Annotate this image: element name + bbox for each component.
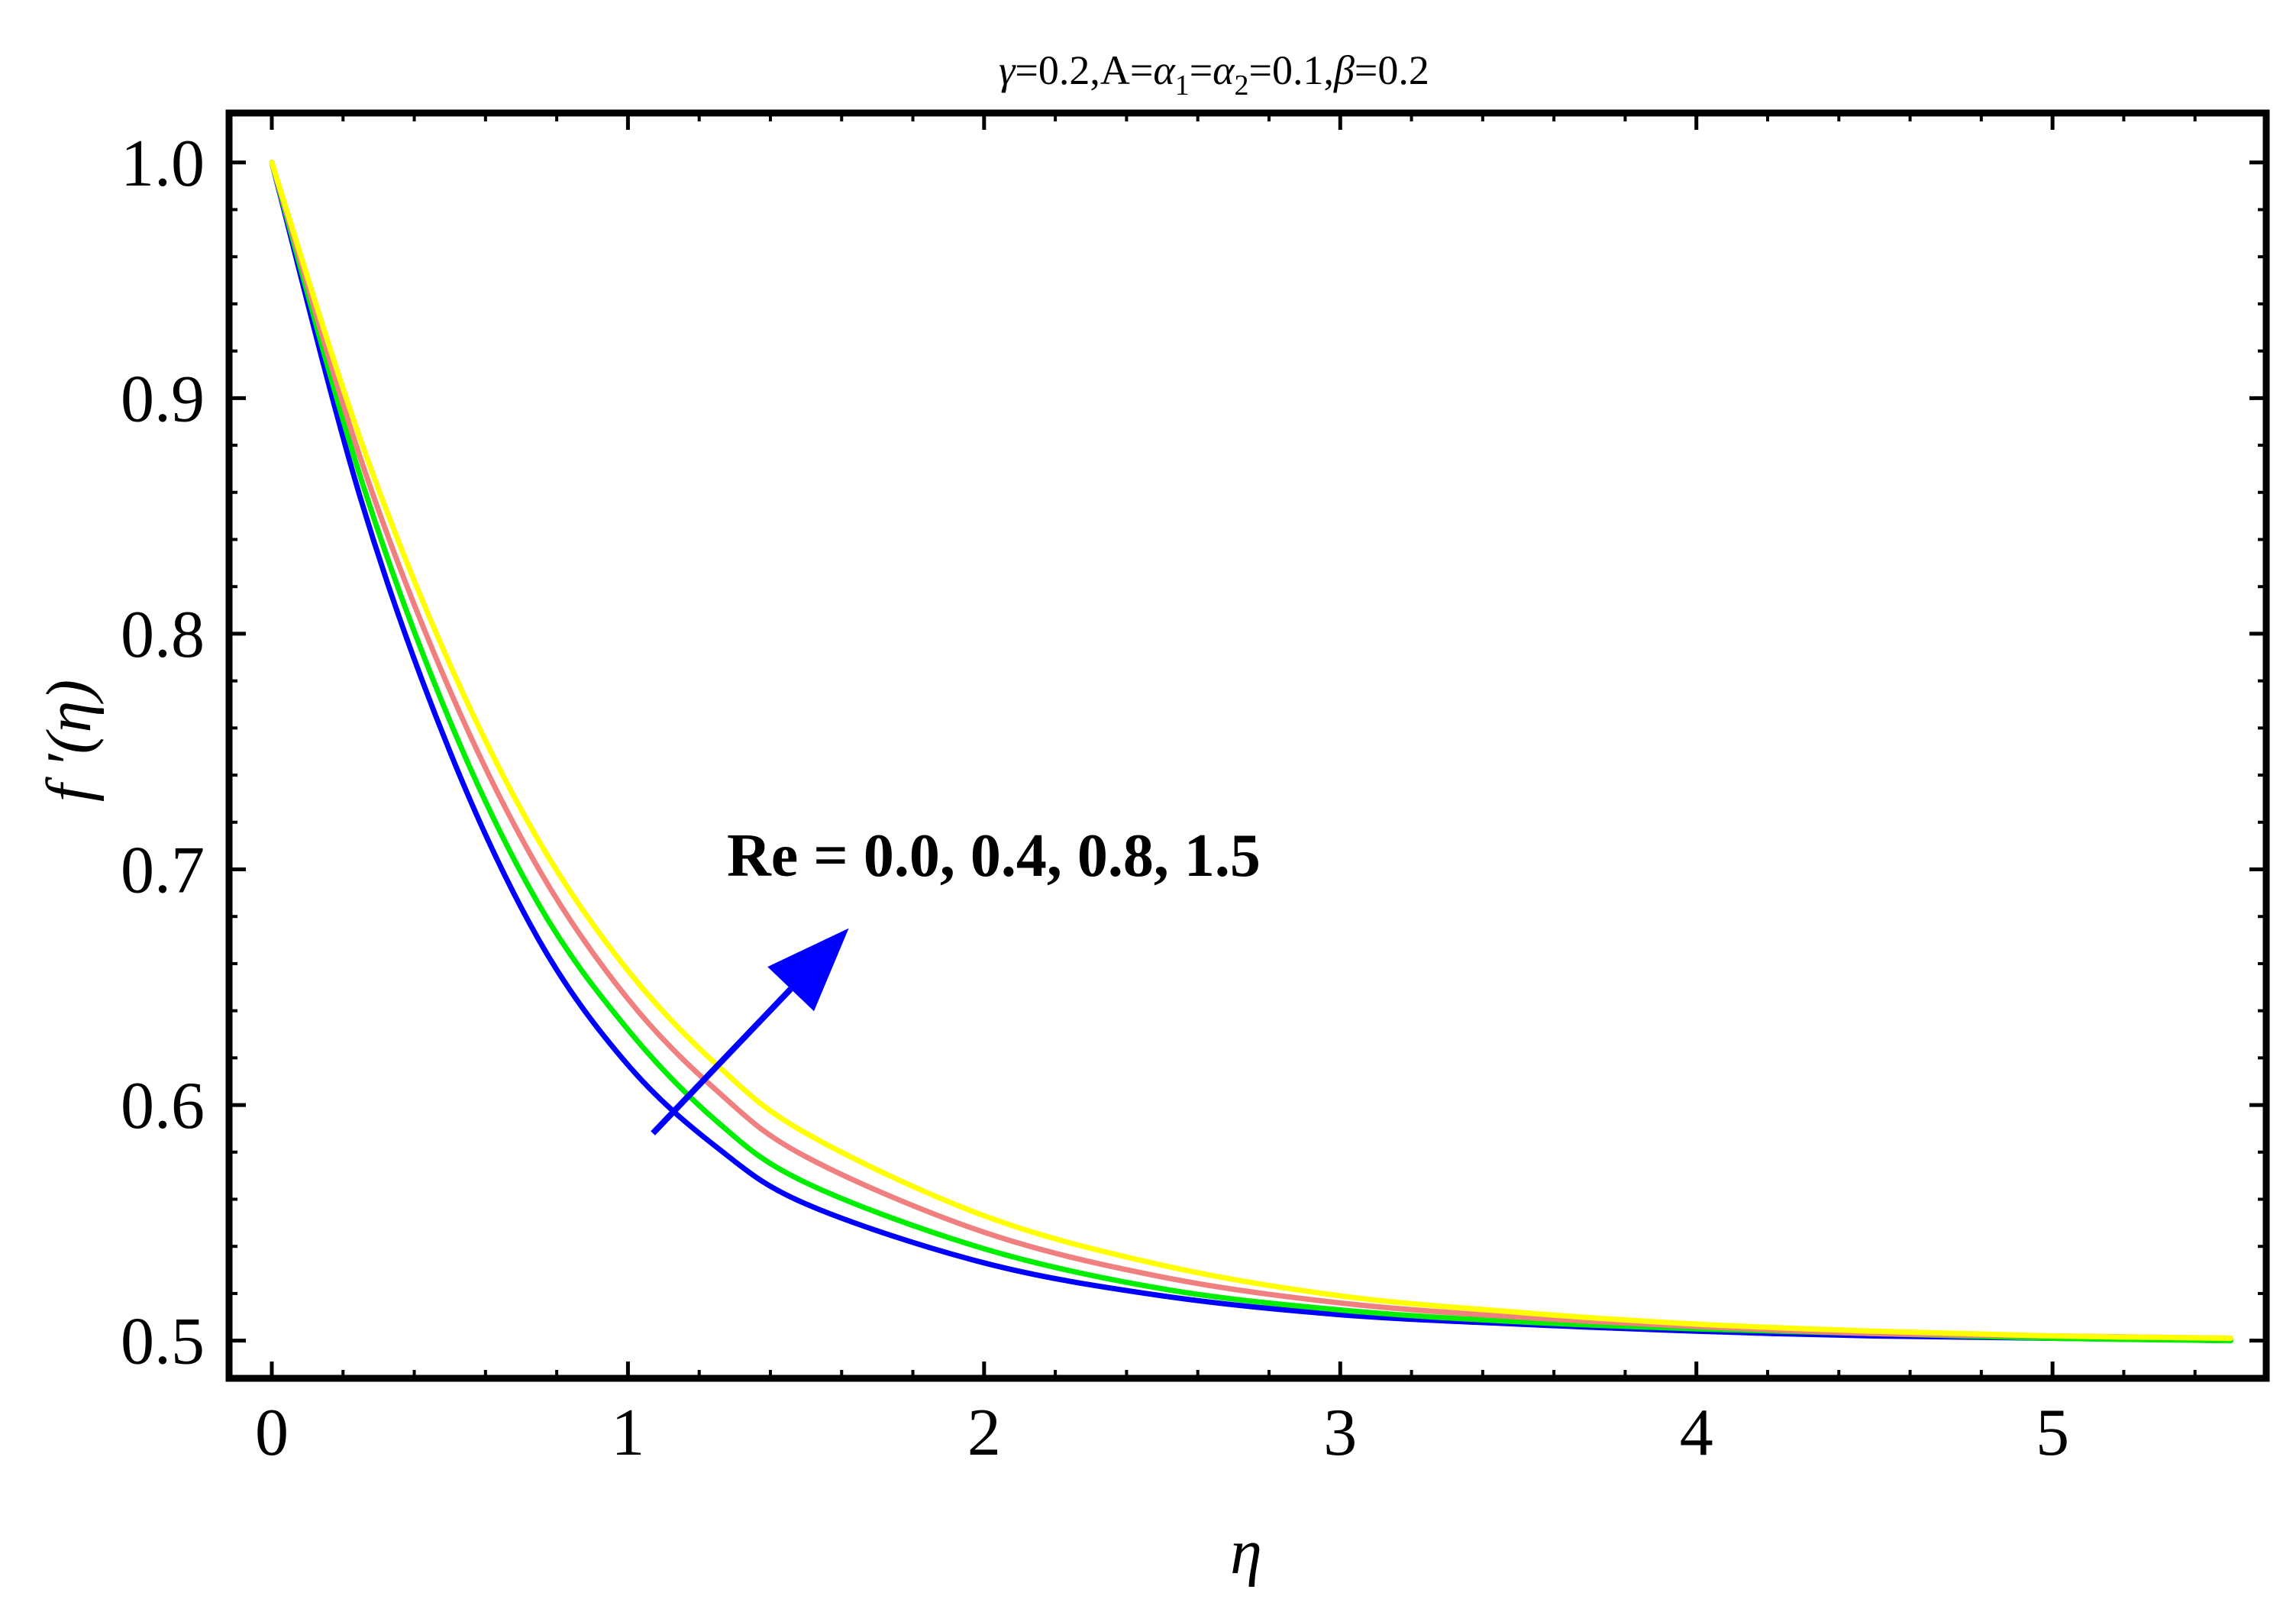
series-lines xyxy=(269,160,2233,1344)
y-axis-title: f ′(η) xyxy=(34,680,105,802)
y-tick-label: 1.0 xyxy=(121,127,205,201)
series-line-2 xyxy=(269,160,2233,1344)
x-tick-label: 3 xyxy=(1323,1396,1357,1470)
x-axis-title: η xyxy=(1230,1517,1262,1588)
y-tick-label: 0.6 xyxy=(121,1069,205,1143)
annotation-label: Re = 0.0, 0.4, 0.8, 1.5 xyxy=(727,822,1261,890)
y-tick-label: 0.9 xyxy=(121,362,205,436)
y-tick-label: 0.8 xyxy=(121,598,205,672)
annotation-arrow-head xyxy=(767,928,849,1012)
x-tick-label: 0 xyxy=(255,1396,289,1470)
x-tick-label: 1 xyxy=(611,1396,644,1470)
x-tick-label: 5 xyxy=(2036,1396,2069,1470)
x-tick-label: 4 xyxy=(1680,1396,1713,1470)
series-line-3 xyxy=(269,160,2233,1341)
axis-ticks: 0 1 2 3 4 5 0.5 0.6 0.7 0.8 0.9 1.0 xyxy=(121,113,2266,1470)
x-tick-label: 2 xyxy=(967,1396,1001,1470)
y-tick-label: 0.7 xyxy=(121,833,205,907)
series-line-1 xyxy=(269,160,2233,1344)
plot-frame xyxy=(225,109,2270,1382)
chart-title: γ=0.2,A=α1=α2=0.1,β=0.2 xyxy=(999,47,1429,102)
y-tick-label: 0.5 xyxy=(121,1305,205,1379)
series-line-4 xyxy=(269,160,2233,1341)
annotation-layer xyxy=(651,928,849,1135)
annotation-arrow-shaft xyxy=(651,987,793,1135)
